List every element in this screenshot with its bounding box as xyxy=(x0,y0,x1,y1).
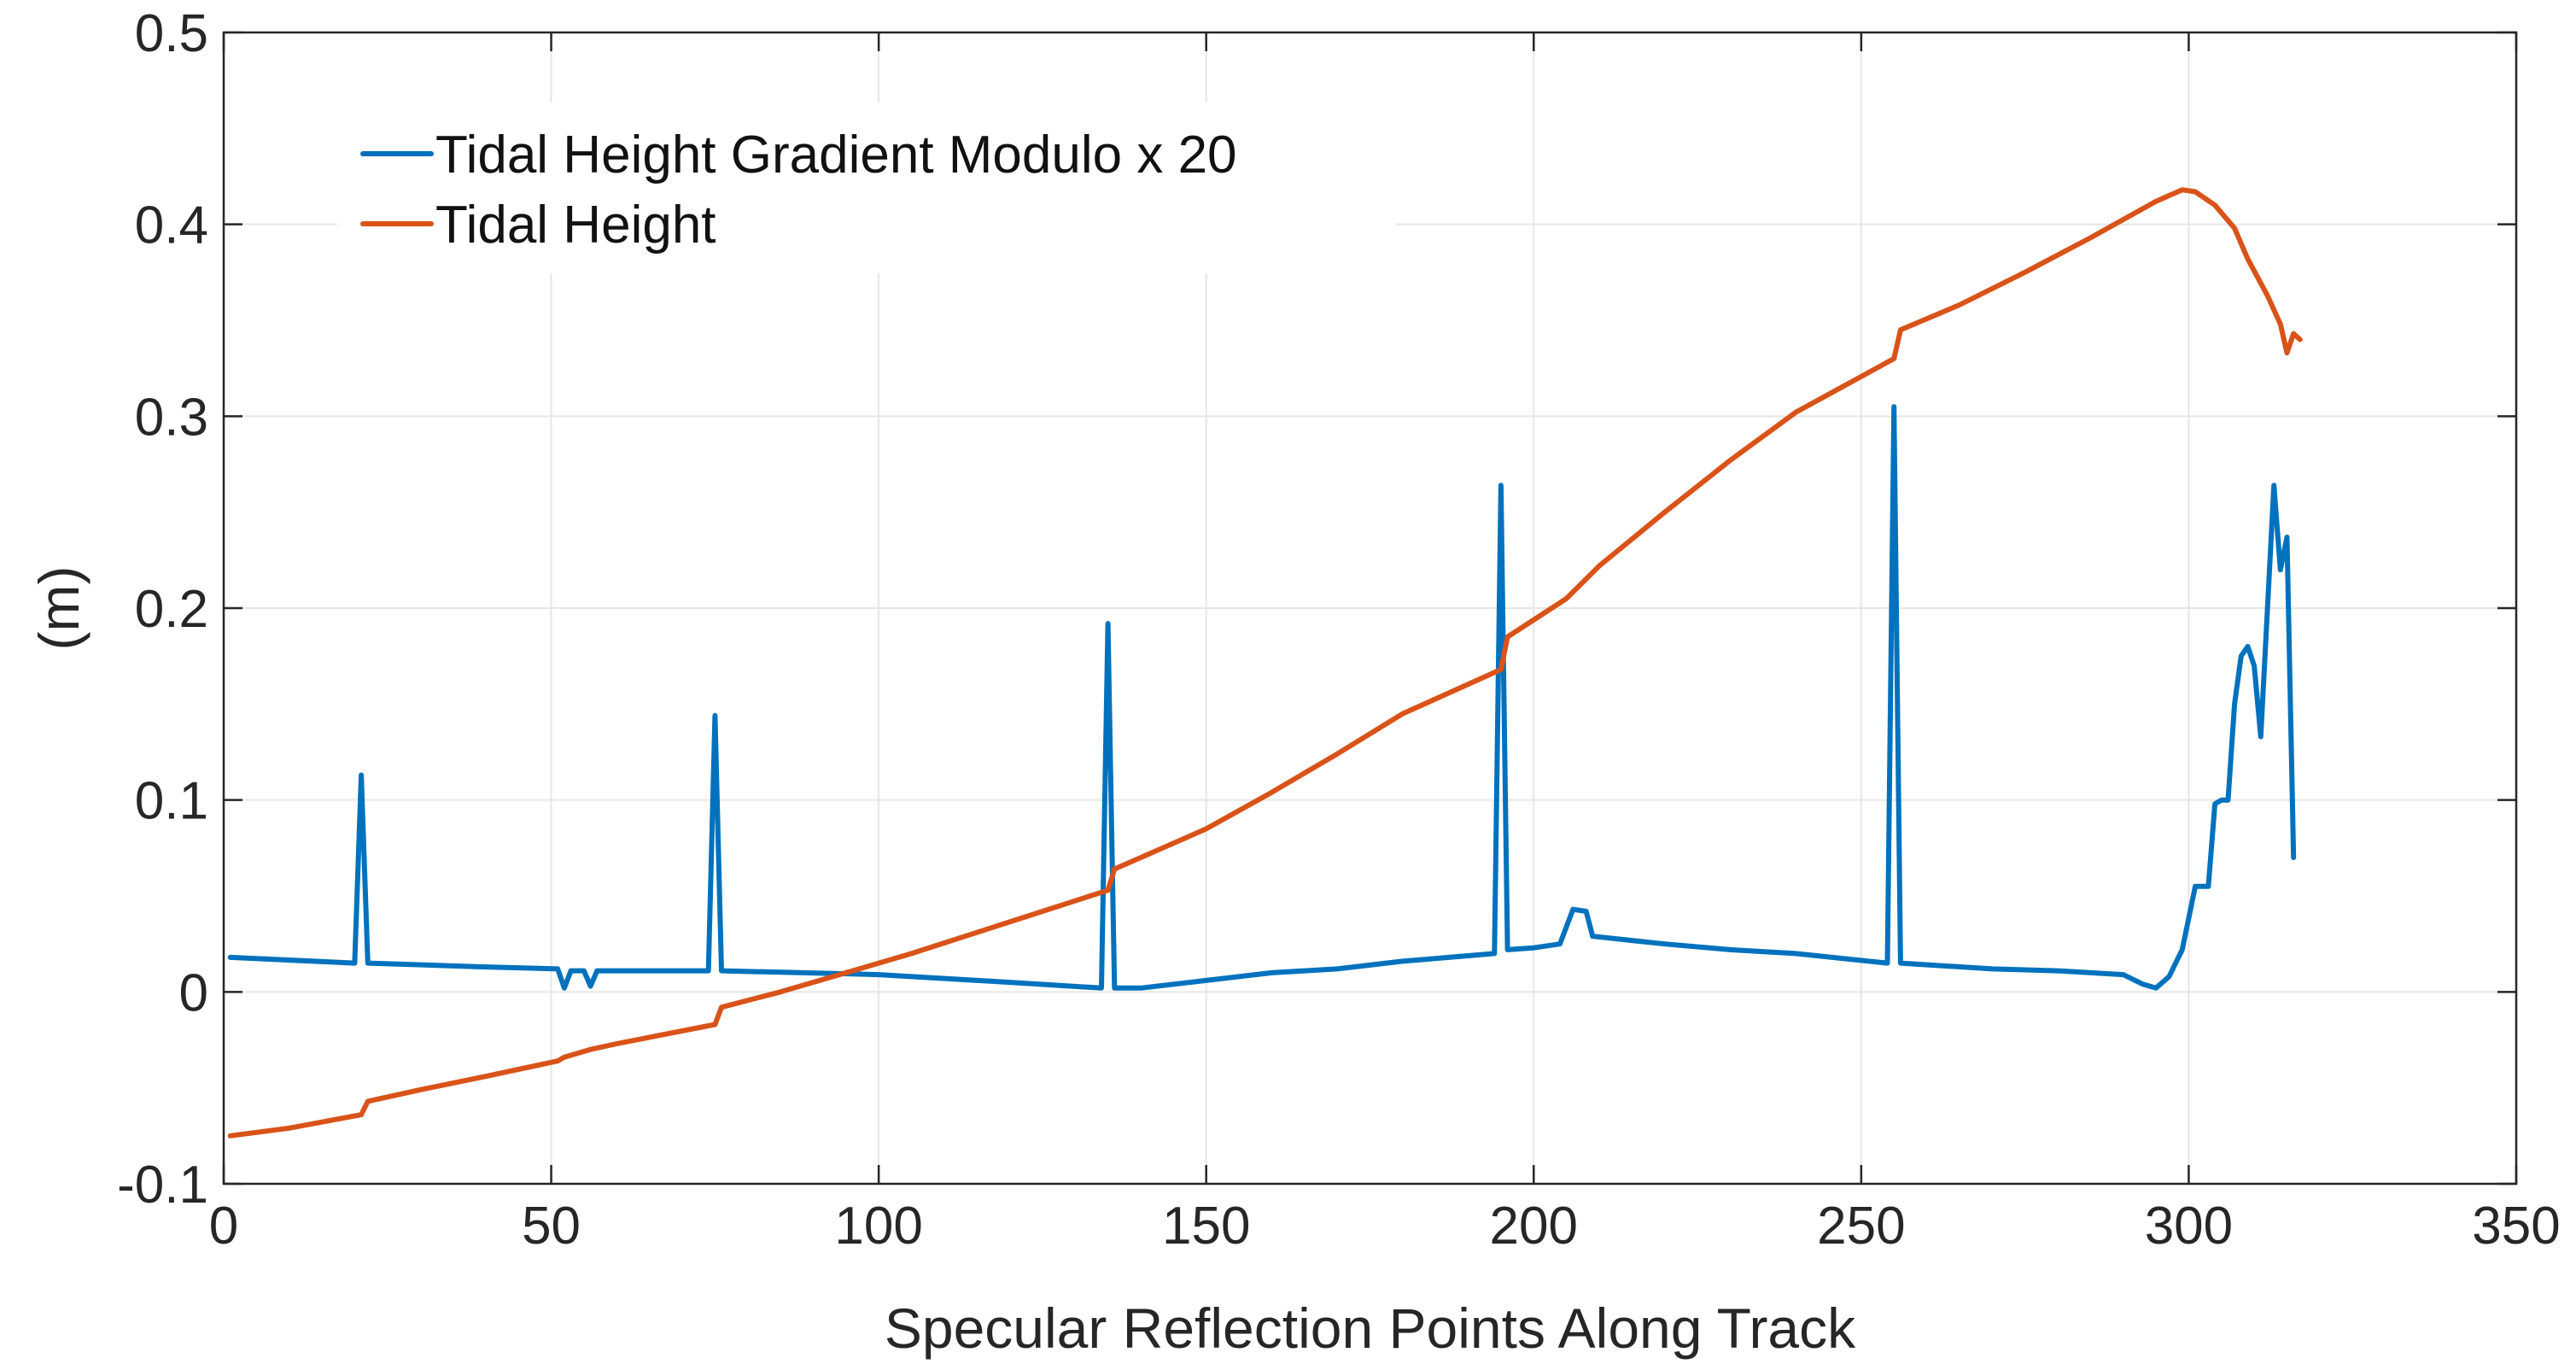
y-axis-title: (m) xyxy=(27,566,91,651)
x-axis-title: Specular Reflection Points Along Track xyxy=(885,1297,1856,1360)
y-tick-label: 0 xyxy=(179,963,208,1022)
legend-background xyxy=(337,102,1396,273)
legend-label-gradient: Tidal Height Gradient Modulo x 20 xyxy=(435,126,1237,184)
y-tick-label: 0.5 xyxy=(135,4,208,63)
series-0 xyxy=(227,404,2297,991)
y-tick-label: -0.1 xyxy=(117,1156,208,1215)
x-tick-label: 150 xyxy=(1162,1197,1250,1256)
x-tick-label: 300 xyxy=(2145,1197,2233,1256)
legend: Tidal Height Gradient Modulo x 20 Tidal … xyxy=(337,102,1396,273)
x-tick-label: 250 xyxy=(1817,1197,1905,1256)
y-tick-label: 0.1 xyxy=(135,772,208,831)
plot-series xyxy=(227,187,2303,1139)
gradient-series-line xyxy=(227,404,2297,991)
tidal-height-series-line xyxy=(227,187,2303,1139)
y-tick-label: 0.2 xyxy=(135,580,208,639)
x-tick-label: 350 xyxy=(2472,1197,2560,1256)
axis-ticks: 0 50 100 150 200 250 300 350-0.100.10.20.30.40.… xyxy=(117,4,2561,1256)
y-tick-label: 0.3 xyxy=(135,388,208,447)
series-1 xyxy=(227,187,2303,1139)
x-tick-label: 50 xyxy=(522,1197,581,1256)
y-tick-label: 0.4 xyxy=(135,196,208,255)
x-tick-label: 0 xyxy=(209,1197,238,1256)
legend-label-tidal-height: Tidal Height xyxy=(435,196,716,255)
x-tick-label: 200 xyxy=(1490,1197,1578,1256)
x-tick-label: 100 xyxy=(834,1197,922,1256)
